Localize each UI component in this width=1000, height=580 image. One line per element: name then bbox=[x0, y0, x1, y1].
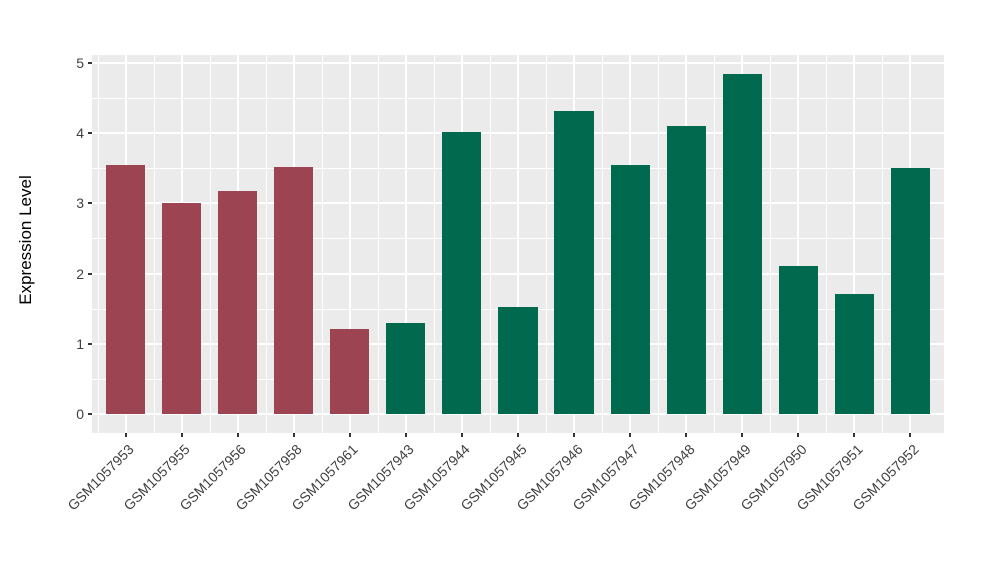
vertical-minor-gridline bbox=[490, 55, 491, 433]
x-tick-mark bbox=[460, 433, 463, 437]
plot-panel bbox=[92, 55, 944, 433]
vertical-minor-gridline bbox=[546, 55, 547, 433]
y-tick-label: 3 bbox=[76, 195, 84, 212]
y-tick-label: 0 bbox=[76, 406, 84, 422]
bar bbox=[610, 165, 650, 414]
horizontal-minor-gridline bbox=[92, 97, 944, 99]
bar bbox=[666, 125, 706, 414]
vertical-minor-gridline bbox=[826, 55, 828, 433]
bar bbox=[274, 167, 314, 414]
x-tick-mark bbox=[573, 433, 576, 437]
horizontal-gridline bbox=[92, 413, 944, 415]
horizontal-gridline bbox=[92, 272, 944, 275]
vertical-minor-gridline bbox=[602, 55, 604, 433]
vertical-gridline bbox=[797, 55, 800, 433]
vertical-gridline bbox=[853, 55, 856, 433]
y-tick-mark bbox=[88, 61, 92, 64]
vertical-minor-gridline bbox=[321, 55, 323, 433]
y-axis-title: Expression Level bbox=[16, 175, 35, 305]
bar bbox=[722, 73, 762, 414]
x-tick-mark bbox=[180, 433, 183, 437]
y-tick-mark bbox=[88, 342, 92, 345]
vertical-minor-gridline bbox=[714, 55, 716, 433]
vertical-minor-gridline bbox=[97, 55, 99, 433]
bar bbox=[442, 132, 482, 414]
bar bbox=[778, 265, 818, 414]
y-tick-label: 1 bbox=[76, 335, 84, 352]
bar bbox=[330, 329, 370, 414]
x-tick-mark bbox=[404, 433, 407, 437]
y-tick-mark bbox=[88, 413, 92, 415]
bar bbox=[218, 191, 258, 414]
bar bbox=[106, 165, 146, 414]
vertical-gridline bbox=[517, 55, 519, 433]
y-tick-label: 2 bbox=[76, 265, 84, 282]
bar bbox=[834, 293, 874, 414]
horizontal-minor-gridline bbox=[92, 238, 944, 240]
horizontal-gridline bbox=[92, 132, 944, 134]
x-tick-mark bbox=[741, 433, 744, 437]
vertical-minor-gridline bbox=[153, 55, 155, 433]
x-tick-mark bbox=[517, 433, 519, 437]
x-tick-mark bbox=[348, 433, 351, 437]
bar bbox=[162, 202, 202, 414]
vertical-minor-gridline bbox=[209, 55, 211, 433]
bar bbox=[386, 322, 426, 414]
horizontal-minor-gridline bbox=[92, 168, 944, 170]
vertical-gridline bbox=[348, 55, 351, 433]
y-tick-mark bbox=[88, 202, 92, 205]
x-tick-mark bbox=[797, 433, 800, 437]
vertical-minor-gridline bbox=[433, 55, 435, 433]
bar bbox=[554, 111, 594, 414]
y-tick-mark bbox=[88, 272, 92, 275]
vertical-minor-gridline bbox=[658, 55, 660, 433]
x-tick-mark bbox=[292, 433, 295, 437]
x-tick-mark bbox=[685, 433, 688, 437]
x-tick-mark bbox=[909, 433, 912, 437]
y-tick-label: 4 bbox=[76, 125, 84, 141]
vertical-minor-gridline bbox=[882, 55, 884, 433]
vertical-minor-gridline bbox=[770, 55, 772, 433]
horizontal-gridline bbox=[92, 202, 944, 205]
bar bbox=[890, 168, 930, 414]
horizontal-gridline bbox=[92, 61, 944, 64]
vertical-minor-gridline bbox=[265, 55, 267, 433]
x-tick-mark bbox=[629, 433, 632, 437]
y-tick-mark bbox=[88, 132, 92, 134]
x-tick-mark bbox=[124, 433, 127, 437]
x-tick-mark bbox=[853, 433, 856, 437]
x-tick-mark bbox=[236, 433, 239, 437]
vertical-minor-gridline bbox=[377, 55, 379, 433]
bar bbox=[498, 306, 538, 414]
vertical-gridline bbox=[404, 55, 407, 433]
y-tick-label: 5 bbox=[76, 54, 84, 71]
